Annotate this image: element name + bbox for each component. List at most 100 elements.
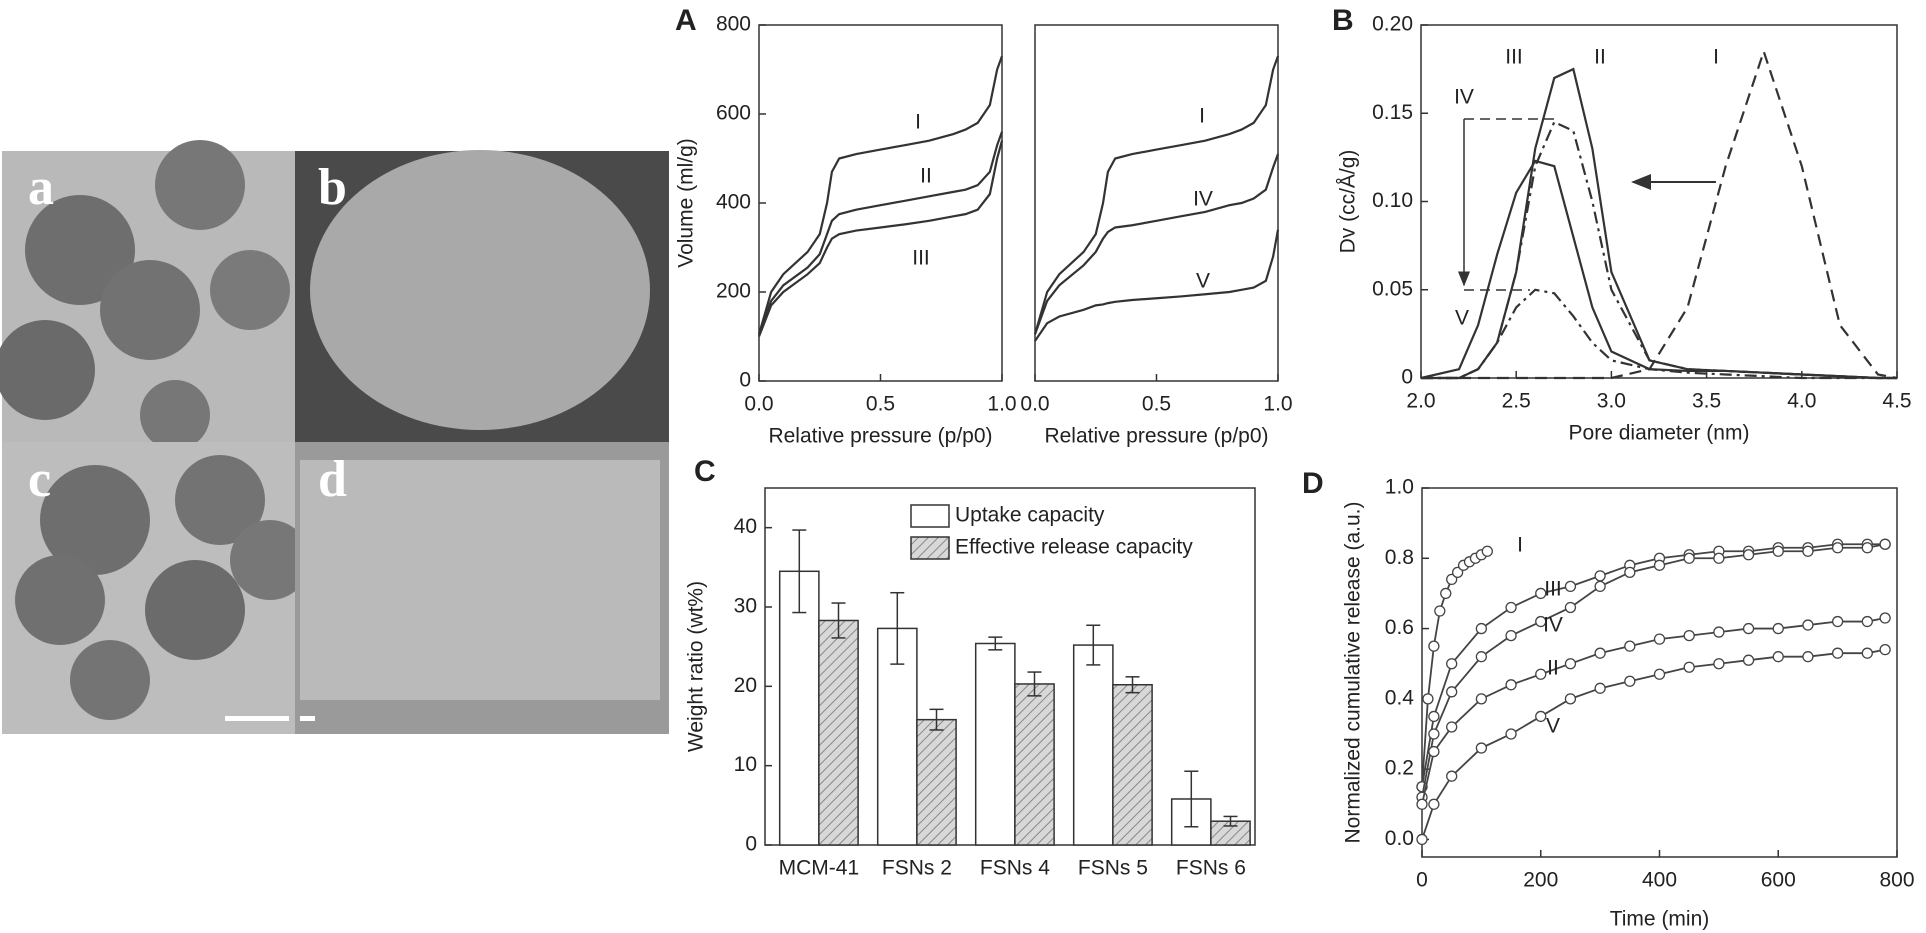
- y-tick-label: 0: [745, 833, 757, 856]
- data-point: [1475, 742, 1488, 754]
- data-point: [1475, 693, 1488, 705]
- scale-bar: [225, 716, 289, 721]
- data-point: [1594, 570, 1606, 582]
- x-tick-label: 800: [1879, 869, 1914, 892]
- series-label: I: [1713, 46, 1719, 69]
- series-label: V: [1546, 715, 1560, 738]
- y-tick-label: 800: [716, 13, 751, 36]
- data-point: [1564, 580, 1577, 593]
- data-point: [1683, 552, 1695, 564]
- y-axis-label: Weight ratio (wt%): [685, 581, 708, 752]
- panel-label: B: [1332, 4, 1354, 37]
- x-tick-label: FSNs 6: [1176, 857, 1246, 880]
- panel-label: C: [694, 455, 716, 488]
- chart: 0.0 0.5 1.0 Relative pressure (p/p0) I IV V: [1020, 24, 1293, 448]
- data-point: [1451, 566, 1464, 578]
- series-label: I: [915, 111, 921, 134]
- y-tick-label: 0.6: [1385, 616, 1414, 639]
- y-tick-label: 0.0: [1385, 827, 1414, 850]
- data-point: [1535, 710, 1547, 723]
- data-point: [1879, 538, 1891, 550]
- y-tick-label: 40: [734, 515, 757, 538]
- data-point: [1446, 573, 1458, 586]
- aggregate: [310, 150, 650, 430]
- fit-line: [1421, 543, 1886, 787]
- x-axis-label: Time (min): [1610, 908, 1710, 931]
- bar: [916, 718, 957, 846]
- series-label: I: [1517, 534, 1523, 557]
- y-tick-label: 20: [734, 674, 757, 697]
- scale-bar: [300, 716, 315, 721]
- series-label: III: [912, 247, 930, 270]
- data-point: [1564, 693, 1577, 705]
- x-tick-label: 1.0: [987, 393, 1016, 416]
- fit-line: [1421, 543, 1886, 798]
- data-point: [1428, 710, 1440, 723]
- data-point: [1879, 612, 1891, 624]
- y-tick-label: 200: [716, 280, 751, 303]
- y-tick-label: 0.8: [1385, 546, 1414, 569]
- data-point: [1802, 619, 1814, 631]
- data-point: [1535, 668, 1547, 680]
- data-point: [1422, 693, 1434, 705]
- chart: D 0.0 0.2 0.4 0.6 0.8 1.0 0 200 400 600 800 Time (mi…: [1302, 467, 1915, 931]
- data-point: [1683, 629, 1695, 642]
- series-label: IV: [1193, 188, 1213, 211]
- bar: [974, 642, 1016, 846]
- data-point: [1742, 549, 1755, 561]
- data-point: [1802, 545, 1814, 557]
- y-tick-label: 1.0: [1385, 476, 1414, 499]
- series-label: II: [1594, 46, 1606, 69]
- particle: [70, 640, 150, 720]
- data-point: [1446, 721, 1458, 733]
- series-line: [757, 131, 1004, 335]
- series-line: [1421, 120, 1897, 380]
- series-line: [757, 140, 1004, 337]
- x-tick-label: 200: [1523, 869, 1558, 892]
- series-line: [1033, 153, 1280, 335]
- data-point: [1713, 552, 1725, 564]
- x-tick-label: 2.5: [1502, 390, 1531, 413]
- legend-swatch: [910, 504, 950, 528]
- data-point: [1428, 745, 1440, 758]
- y-axis-label: Normalized cumulative release (a.u.): [1342, 502, 1365, 844]
- series-label: IV: [1543, 614, 1563, 637]
- data-point: [1683, 661, 1695, 673]
- series-label: IV: [1454, 86, 1474, 109]
- legend-label: Uptake capacity: [955, 504, 1105, 527]
- data-point: [1594, 682, 1606, 694]
- data-point: [1861, 615, 1873, 628]
- data-point: [1475, 622, 1488, 635]
- x-tick-label: FSNs 2: [882, 857, 952, 880]
- particle: [40, 465, 150, 575]
- particle: [230, 520, 310, 600]
- data-point: [1831, 542, 1844, 554]
- series-label: II: [920, 165, 932, 188]
- particle: [175, 455, 265, 545]
- data-point: [1861, 542, 1873, 554]
- data-point: [1624, 640, 1636, 652]
- x-tick-label: 1.0: [1263, 393, 1292, 416]
- particle: [25, 195, 135, 305]
- x-tick-label: 4.5: [1882, 390, 1911, 413]
- chart: C 0 10 20 30 40 Weight ratio (wt%) MCM-41 FSNs 2…: [685, 455, 1256, 880]
- data-point: [1802, 651, 1814, 663]
- data-point: [1564, 658, 1577, 670]
- series-label: III: [1544, 578, 1562, 601]
- data-point: [1742, 622, 1755, 635]
- bar: [818, 619, 859, 846]
- panel-label: D: [1302, 467, 1324, 500]
- data-point: [1713, 658, 1725, 670]
- data-point: [1505, 679, 1517, 691]
- data-point: [1653, 559, 1666, 571]
- data-point: [1505, 629, 1517, 642]
- data-point: [1481, 545, 1493, 557]
- x-tick-label: 0.0: [744, 393, 773, 416]
- y-tick-label: 0.20: [1372, 13, 1413, 36]
- data-point: [1594, 580, 1606, 593]
- legend-swatch: [910, 536, 950, 560]
- series-line: [1421, 67, 1897, 380]
- data-point: [1713, 626, 1725, 638]
- data-point: [1624, 675, 1636, 687]
- panel-label: A: [675, 4, 697, 37]
